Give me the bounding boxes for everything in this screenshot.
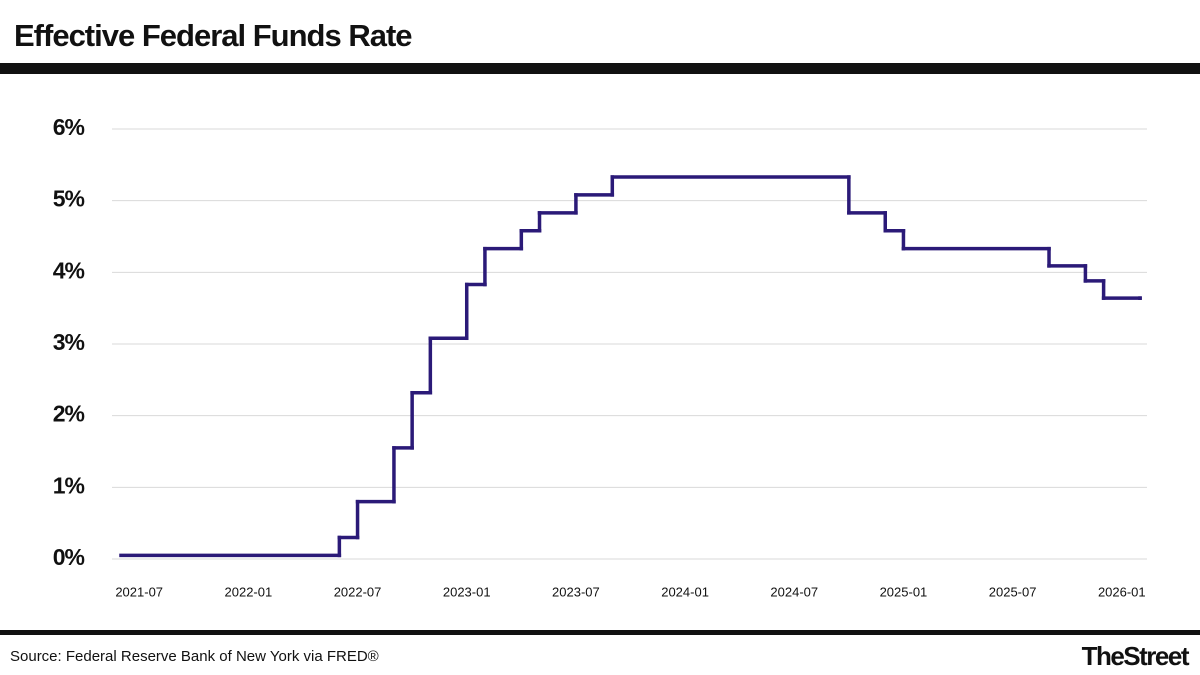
x-tick-label: 2024-01	[661, 584, 709, 599]
x-tick-label: 2023-01	[443, 584, 491, 599]
x-tick-label: 2024-07	[770, 584, 818, 599]
x-tick-label: 2022-01	[225, 584, 273, 599]
x-tick-label: 2023-07	[552, 584, 600, 599]
y-tick-label: 2%	[53, 401, 85, 427]
y-tick-label: 0%	[53, 544, 85, 570]
x-tick-label: 2025-07	[989, 584, 1037, 599]
y-tick-label: 1%	[53, 472, 85, 498]
y-tick-label: 6%	[53, 114, 85, 140]
y-tick-label: 3%	[53, 329, 85, 355]
brand-logo: TheStreet	[1082, 641, 1190, 671]
x-tick-label: 2026-01	[1098, 584, 1146, 599]
y-tick-label: 4%	[53, 257, 85, 283]
y-tick-label: 5%	[53, 186, 85, 212]
x-tick-label: 2021-07	[115, 584, 163, 599]
chart-title: Effective Federal Funds Rate	[14, 18, 412, 53]
source-note: Source: Federal Reserve Bank of New York…	[10, 648, 379, 665]
footer-bar	[0, 630, 1200, 635]
header-bar	[0, 63, 1200, 74]
x-tick-label: 2025-01	[880, 584, 928, 599]
x-tick-label: 2022-07	[334, 584, 382, 599]
